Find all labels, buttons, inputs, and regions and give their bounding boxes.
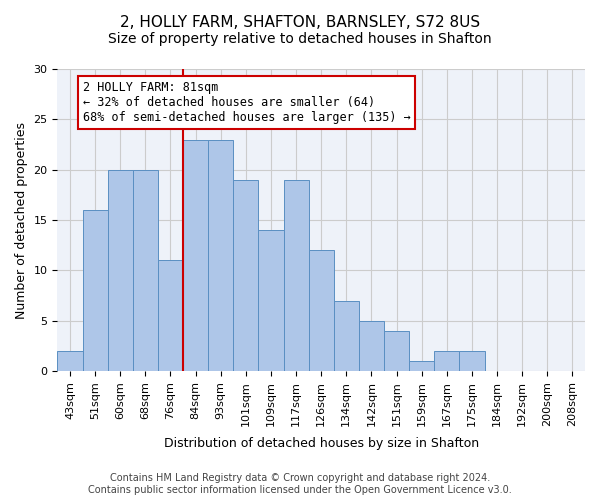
Bar <box>233 180 259 371</box>
Bar <box>107 170 133 371</box>
Bar <box>359 321 384 371</box>
Bar <box>183 140 208 371</box>
Text: Size of property relative to detached houses in Shafton: Size of property relative to detached ho… <box>108 32 492 46</box>
Bar <box>434 351 460 371</box>
Text: 2, HOLLY FARM, SHAFTON, BARNSLEY, S72 8US: 2, HOLLY FARM, SHAFTON, BARNSLEY, S72 8U… <box>120 15 480 30</box>
Bar <box>308 250 334 371</box>
Bar <box>208 140 233 371</box>
Bar <box>334 300 359 371</box>
Bar <box>409 361 434 371</box>
Y-axis label: Number of detached properties: Number of detached properties <box>15 122 28 318</box>
Bar <box>259 230 284 371</box>
Text: Contains HM Land Registry data © Crown copyright and database right 2024.
Contai: Contains HM Land Registry data © Crown c… <box>88 474 512 495</box>
Text: 2 HOLLY FARM: 81sqm
← 32% of detached houses are smaller (64)
68% of semi-detach: 2 HOLLY FARM: 81sqm ← 32% of detached ho… <box>83 81 410 124</box>
Bar <box>133 170 158 371</box>
Bar <box>158 260 183 371</box>
Bar <box>83 210 107 371</box>
Bar <box>58 351 83 371</box>
X-axis label: Distribution of detached houses by size in Shafton: Distribution of detached houses by size … <box>164 437 479 450</box>
Bar <box>460 351 485 371</box>
Bar <box>284 180 308 371</box>
Bar <box>384 331 409 371</box>
